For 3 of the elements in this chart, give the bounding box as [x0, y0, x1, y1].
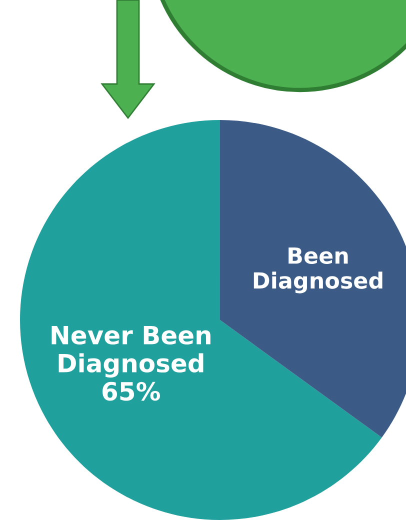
data-label: 65%: [102, 382, 160, 401]
slice-label: Never Been Diagnosed: [52, 326, 210, 378]
slice-label: Been Diagnosed: [254, 247, 382, 294]
